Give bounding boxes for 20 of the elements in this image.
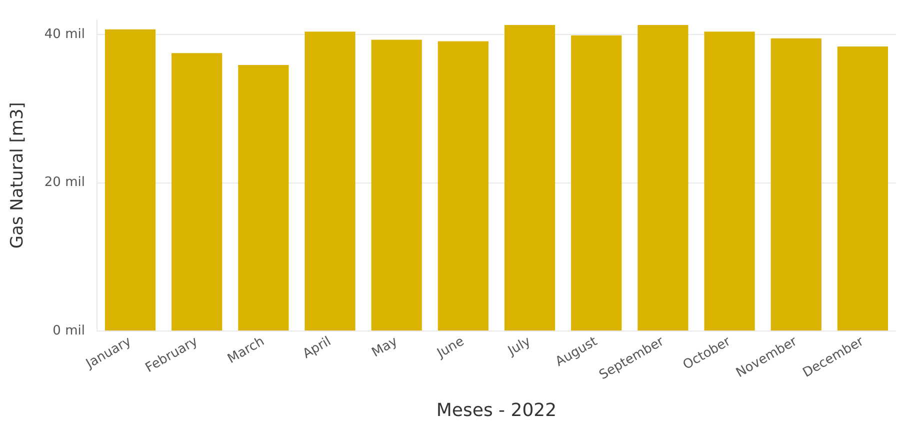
x-tick-label: May [370, 334, 401, 361]
bar [571, 35, 622, 330]
bar [438, 41, 488, 330]
bar [704, 32, 755, 330]
x-tick-label: July [504, 334, 534, 360]
bar [304, 32, 356, 330]
y-axis-title: Gas Natural [m3] [8, 102, 28, 249]
bar [770, 38, 822, 330]
bar [504, 24, 556, 330]
bar [238, 64, 289, 330]
x-axis-title: Meses - 2022 [436, 400, 557, 421]
y-tick-label: 0 mil [52, 323, 85, 338]
bar [638, 24, 688, 330]
y-tick-label: 20 mil [44, 175, 85, 190]
bar [104, 29, 156, 330]
bar [371, 40, 422, 330]
bar [172, 53, 222, 330]
x-tick-label: June [434, 334, 467, 362]
bar [837, 46, 888, 330]
y-tick-label: 40 mil [44, 26, 85, 42]
